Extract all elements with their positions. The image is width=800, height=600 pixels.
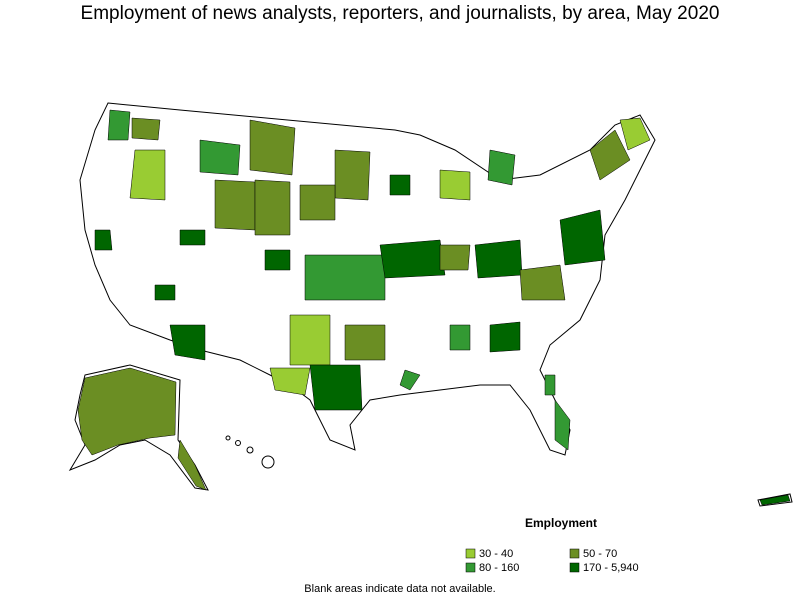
- map-area: [199, 139, 241, 176]
- map-area: [544, 374, 556, 396]
- legend-swatch: [465, 562, 476, 573]
- footnote: Blank areas indicate data not available.: [304, 583, 495, 595]
- legend-label: 30 - 40: [479, 548, 513, 560]
- map-area: [154, 284, 176, 301]
- map-area: [309, 364, 363, 411]
- hawaii: [225, 435, 275, 469]
- map-area: [289, 314, 331, 366]
- map-area: [131, 117, 161, 141]
- map-area: [759, 494, 791, 506]
- legend-swatch: [569, 548, 580, 559]
- map-area: [379, 239, 446, 279]
- map-area: [107, 109, 131, 141]
- map-area: [399, 369, 421, 391]
- map-area: [299, 184, 336, 221]
- map-title: Employment of news analysts, reporters, …: [81, 3, 720, 24]
- legend-label: 170 - 5,940: [583, 562, 639, 574]
- map-area: [169, 324, 206, 361]
- map-area: [389, 174, 411, 196]
- legend-title: Employment: [525, 516, 597, 530]
- map-area: [487, 149, 516, 186]
- map-area: [589, 129, 631, 181]
- map-area: [249, 119, 296, 176]
- map-area: [559, 209, 606, 266]
- map-area: [439, 169, 471, 201]
- map-area: [439, 244, 471, 271]
- map-area: [77, 367, 177, 456]
- map-area: [264, 249, 291, 271]
- map-area: [489, 321, 521, 353]
- map-area: [474, 239, 523, 279]
- legend-swatch: [465, 548, 476, 559]
- map-area: [254, 179, 291, 236]
- map-area: [344, 324, 386, 361]
- legend-label: 80 - 160: [479, 562, 519, 574]
- map-area: [214, 179, 256, 231]
- map-area: [334, 149, 371, 201]
- map-area: [554, 399, 571, 451]
- map: [68, 102, 793, 507]
- legend-label: 50 - 70: [583, 548, 617, 560]
- map-area: [304, 254, 386, 301]
- map-area: [129, 149, 166, 201]
- map-area: [619, 117, 651, 151]
- map-area: [449, 324, 471, 351]
- legend-swatch: [569, 562, 580, 573]
- map-area: [519, 264, 566, 301]
- map-area: [177, 439, 207, 491]
- legend: 30 - 40 50 - 70 80 - 160 170 - 5,940: [465, 548, 639, 574]
- map-area: [94, 229, 113, 251]
- map-area: [179, 229, 206, 246]
- map-area: [269, 367, 311, 396]
